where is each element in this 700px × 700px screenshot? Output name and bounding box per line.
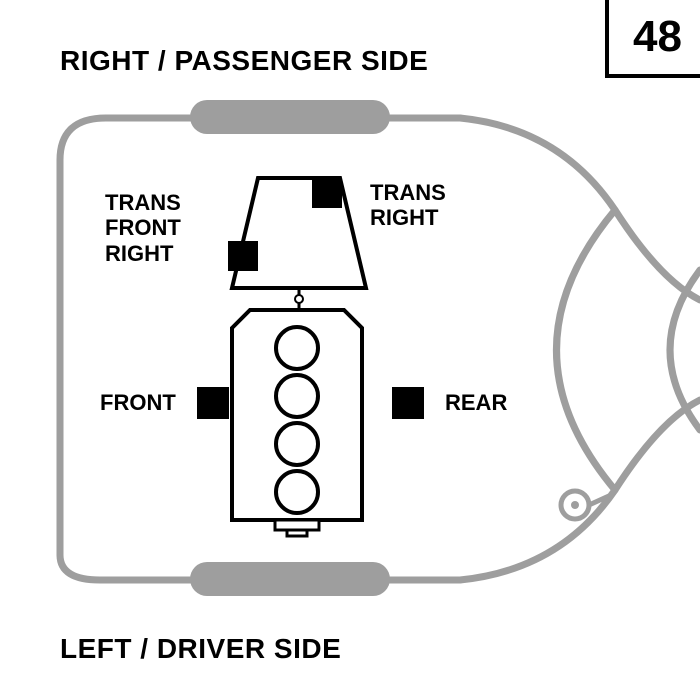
label-front: FRONT xyxy=(100,390,176,415)
title-passenger-side: RIGHT / PASSENGER SIDE xyxy=(60,45,428,77)
label-rear: REAR xyxy=(445,390,507,415)
label-trans-front-right: TRANSFRONTRIGHT xyxy=(105,190,181,266)
title-driver-side: LEFT / DRIVER SIDE xyxy=(60,633,341,665)
page-number: 48 xyxy=(605,0,700,78)
engine-assembly xyxy=(232,178,366,536)
label-trans-right: TRANSRIGHT xyxy=(370,180,446,231)
engine-mount-diagram xyxy=(0,0,700,700)
page-number-text: 48 xyxy=(633,12,682,61)
